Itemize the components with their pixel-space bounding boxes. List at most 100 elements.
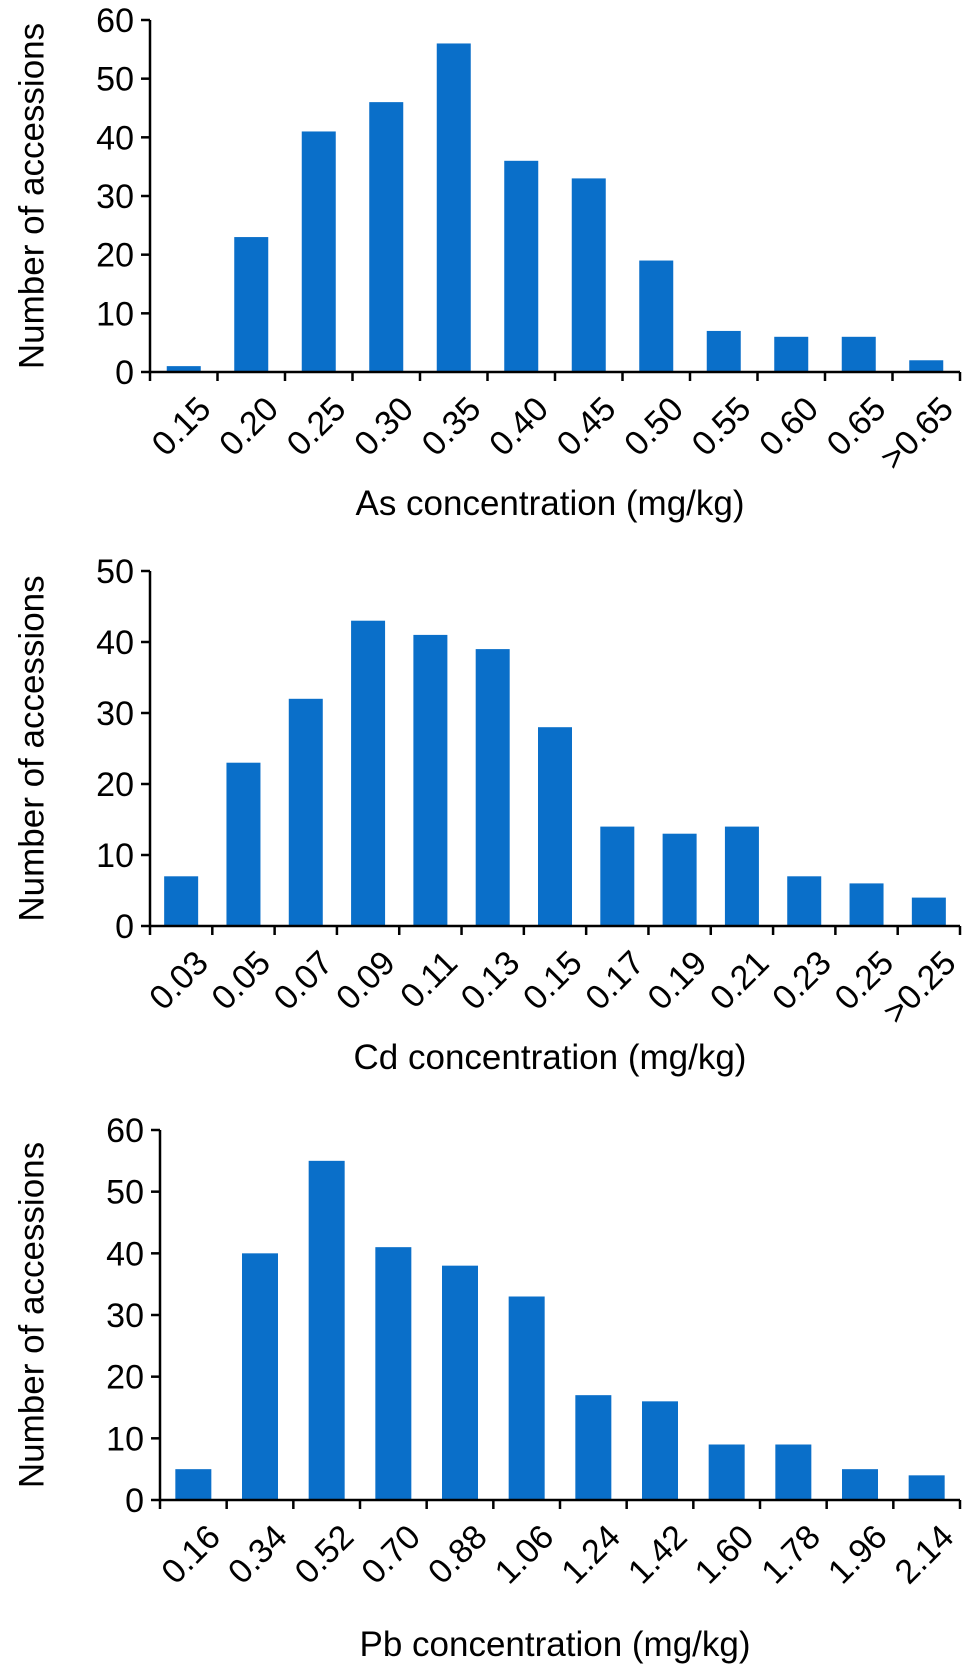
pb-bar: [308, 1160, 345, 1500]
as-bar: [706, 330, 741, 372]
pb-bar: [375, 1247, 412, 1500]
pb-y-tick-label: 20: [106, 1359, 144, 1397]
pb-x-tick-label: 0.88: [421, 1518, 495, 1592]
cd-x-tick-label: 0.09: [329, 944, 403, 1018]
as-bar: [234, 237, 269, 372]
cd-x-tick-label: 0.05: [204, 944, 278, 1018]
cd-y-axis-title: Number of accessions: [12, 575, 51, 921]
as-x-tick-label: 0.20: [212, 390, 286, 464]
as-x-tick-label: 0.45: [550, 390, 624, 464]
as-x-tick-label: 0.60: [752, 390, 826, 464]
as-x-axis-title: As concentration (mg/kg): [355, 484, 744, 523]
as-y-tick-label: 60: [96, 2, 134, 40]
pb-y-tick-label: 30: [106, 1297, 144, 1335]
pb-x-tick-label: 1.78: [754, 1518, 828, 1592]
cd-x-tick-label: 0.17: [578, 944, 652, 1018]
cd-x-tick-label: >0.25: [876, 944, 964, 1032]
pb-bar: [442, 1265, 478, 1500]
pb-x-tick-label: 1.42: [621, 1518, 695, 1592]
pb-y-tick-label: 50: [106, 1174, 144, 1212]
cd-y-tick-label: 10: [96, 837, 134, 875]
as-bar: [639, 260, 674, 372]
cd-bar: [288, 698, 323, 926]
as-bar: [369, 102, 404, 372]
cd-x-tick-label: 0.15: [516, 944, 590, 1018]
cd-bar: [911, 897, 946, 926]
as-y-tick-label: 30: [96, 178, 134, 216]
as-x-tick-label: 0.25: [280, 390, 354, 464]
pb-y-tick-label: 40: [106, 1235, 144, 1273]
cd-bar: [849, 883, 884, 926]
as-y-tick-label: 50: [96, 61, 134, 99]
as-y-tick-label: 10: [96, 295, 134, 333]
as-x-tick-label: 0.40: [482, 390, 556, 464]
pb-x-tick-label: 2.14: [888, 1518, 962, 1592]
cd-y-tick-label: 0: [115, 908, 134, 946]
pb-y-tick-label: 60: [106, 1112, 144, 1150]
as-bar: [166, 366, 201, 372]
pb-bar: [575, 1395, 612, 1500]
as-x-tick-label: 0.15: [145, 390, 219, 464]
as-y-tick-label: 40: [96, 119, 134, 157]
cd-x-axis-title: Cd concentration (mg/kg): [354, 1038, 747, 1077]
as-y-tick-label: 0: [115, 354, 134, 392]
cd-bar: [226, 762, 261, 926]
cd-y-tick-label: 40: [96, 624, 134, 662]
cd-y-tick-label: 20: [96, 766, 134, 804]
pb-y-tick-label: 0: [125, 1482, 144, 1520]
as-bar: [774, 336, 809, 372]
pb-x-tick-label: 1.60: [688, 1518, 762, 1592]
cd-bar: [475, 649, 510, 926]
cd-bar: [538, 727, 572, 926]
cd-bar: [600, 826, 635, 926]
pb-bar: [708, 1444, 745, 1500]
cd-x-tick-label: 0.21: [703, 944, 777, 1018]
cd-bar: [662, 833, 697, 926]
pb-bar: [242, 1253, 278, 1500]
cd-y-tick-label: 30: [96, 695, 134, 733]
as-bar: [841, 336, 876, 372]
pb-x-tick-label: 0.16: [154, 1518, 228, 1592]
pb-x-tick-label: 0.34: [221, 1518, 295, 1592]
as-bar: [571, 178, 606, 372]
as-y-axis-title: Number of accessions: [12, 23, 51, 369]
pb-bar: [775, 1444, 812, 1500]
pb-bar: [175, 1469, 212, 1500]
as-bar: [909, 360, 944, 372]
cd-x-tick-label: 0.19: [641, 944, 715, 1018]
pb-x-tick-label: 0.70: [354, 1518, 428, 1592]
cd-bar: [351, 620, 386, 926]
pb-x-tick-label: 1.06: [488, 1518, 562, 1592]
cd-chart: 010203040500.030.050.070.090.110.130.150…: [12, 553, 963, 1077]
as-bar: [301, 131, 336, 372]
as-bar: [436, 43, 471, 372]
pb-y-axis-title: Number of accessions: [12, 1142, 51, 1488]
pb-x-axis-title: Pb concentration (mg/kg): [359, 1625, 750, 1664]
pb-bar: [908, 1475, 945, 1500]
pb-y-tick-label: 10: [106, 1420, 144, 1458]
cd-bar: [724, 826, 759, 926]
cd-bar: [413, 634, 448, 926]
cd-y-tick-label: 50: [96, 553, 134, 591]
pb-chart: 0 10 20 30 40 50 60 0.160.340.520.700.881.061.2…: [12, 1112, 961, 1664]
as-x-tick-label: 0.35: [415, 390, 489, 464]
pb-x-tick-label: 1.24: [554, 1518, 628, 1592]
cd-x-tick-label: 0.13: [454, 944, 528, 1018]
pb-x-tick-label: 0.52: [288, 1518, 362, 1592]
pb-bar: [508, 1296, 545, 1500]
cd-bar: [164, 876, 199, 926]
cd-bar: [787, 876, 822, 926]
cd-x-tick-label: 0.11: [393, 944, 465, 1016]
as-x-tick-label: 0.55: [685, 390, 759, 464]
as-chart: 0 10 20 30 40 50 60 0.150.200.250.300.350.400.4…: [12, 2, 962, 523]
as-x-tick-label: 0.50: [617, 390, 691, 464]
pb-bar: [642, 1401, 678, 1500]
as-x-tick-label: 0.30: [347, 390, 421, 464]
pb-bar: [842, 1469, 878, 1500]
cd-x-tick-label: 0.23: [765, 944, 839, 1018]
cd-x-tick-label: 0.07: [267, 944, 341, 1018]
pb-x-tick-label: 1.96: [821, 1518, 895, 1592]
as-bar: [504, 160, 539, 372]
as-y-tick-label: 20: [96, 237, 134, 275]
